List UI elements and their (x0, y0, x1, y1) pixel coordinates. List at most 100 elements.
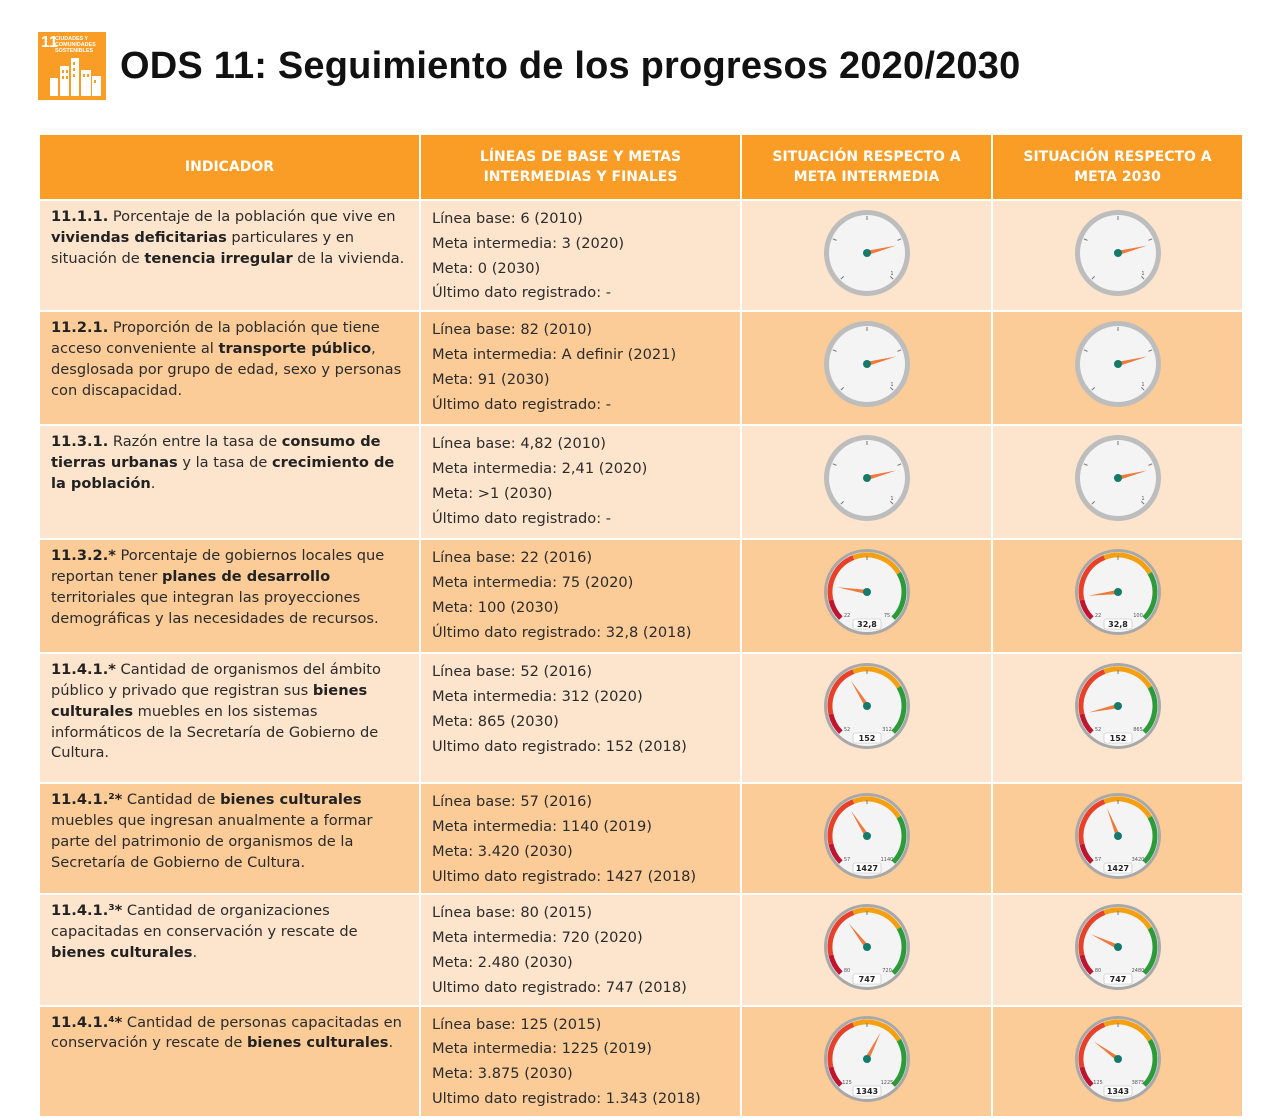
baseline-value-line: Ultimo dato registrado: 152 (2018) (432, 737, 687, 755)
gauge-max-label: 1 (890, 271, 893, 277)
indicator-bold-text: bienes culturales (220, 791, 362, 809)
gauge-tick (840, 501, 845, 505)
gauge-hub (1114, 474, 1122, 483)
gauge-tick (1091, 275, 1096, 280)
indicator-text: de la vivienda. (292, 249, 405, 267)
baseline-value-line: Último dato registrado: 32,8 (2018) (432, 623, 692, 641)
gauge-intermediate: 22 75 32,8 (824, 549, 910, 636)
indicator-text: Cantidad de organismos del ámbito públic… (51, 661, 381, 699)
gauge-tick (897, 349, 902, 353)
baseline-value-line: Ultimo dato registrado: 1427 (2018) (432, 867, 697, 885)
indicator-text: Razón entre la tasa de (108, 433, 282, 451)
gauge-max-label: 1140 (881, 857, 894, 863)
gauge-hub (1114, 832, 1122, 841)
indicator-bold-text: 11.1.1. (51, 208, 109, 225)
gauge-needle (1090, 934, 1122, 950)
baseline-value-line: Meta intermedia: 1225 (2019) (432, 1040, 652, 1058)
gauge-tick (889, 275, 894, 280)
final-status-cell: 125 3875 1343 (991, 1004, 1244, 1118)
gauge-value: 32,8 (1108, 620, 1128, 629)
gauge-band (1142, 1038, 1158, 1087)
gauge-band (1103, 552, 1152, 575)
gauge-max-label: 720 (882, 968, 892, 974)
gauge-value-box (852, 974, 882, 985)
baseline-value-line: Último dato registrado: - (432, 284, 612, 302)
baseline-value-line: Meta: >1 (2030) (432, 484, 553, 502)
gauge-tick (1140, 387, 1145, 391)
gauge-tick (1148, 463, 1153, 467)
gauge-intermediate: 52 312 152 (824, 663, 910, 750)
gauge-needle (848, 923, 870, 951)
gauge-hub (863, 474, 871, 483)
gauge-band (852, 666, 901, 689)
baseline-value-line: Meta: 3.420 (2030) (432, 842, 573, 860)
gauge-hub (863, 1054, 871, 1063)
indicator-text: , desglosada por grupo de edad, sexo y p… (51, 339, 402, 399)
gauge-tick (840, 387, 845, 391)
gauge-value-box (1103, 862, 1133, 874)
baseline-value-line: Meta: 865 (2030) (432, 712, 559, 730)
gauge-hub (1114, 702, 1122, 711)
indicator-text: . (192, 943, 198, 961)
gauge-value: 152 (1110, 734, 1127, 743)
gauge-tick (1140, 501, 1145, 505)
gauge-band (1079, 843, 1094, 865)
gauge-min-label: 22 (844, 613, 850, 619)
gauge-intermediate: 1 (824, 210, 910, 296)
gauge-band (1142, 686, 1158, 735)
gauge-needle (1106, 808, 1121, 840)
gauge-band (1142, 816, 1158, 865)
gauge-intermediate: 1 (824, 321, 910, 408)
baseline-value-line: Meta intermedia: 3 (2020) (432, 234, 625, 252)
baseline-value-line: Ultimo dato registrado: 1.343 (2018) (432, 1089, 701, 1107)
table-row: 11.3.1. Razón entre la tasa de consumo d… (38, 424, 1244, 541)
table-row: 11.4.1.²* Cantidad de bienes culturales … (38, 782, 1244, 896)
gauge-hub (863, 249, 871, 257)
table-row: 11.4.1.* Cantidad de organismos del ámbi… (38, 652, 1244, 785)
indicator-cell: 11.4.1.³* Cantidad de organizaciones cap… (38, 893, 421, 1007)
baseline-values-cell: Línea base: 22 (2016) Meta intermedia: 75… (419, 538, 742, 655)
column-header-2030-status: SITUACIÓN RESPECTO A META 2030 (991, 133, 1244, 201)
table-header-row: INDICADOR LÍNEAS DE BASE Y METAS INTERME… (38, 133, 1244, 201)
gauge-min-label: 125 (1093, 1080, 1103, 1086)
indicator-bold-text: 11.3.2.* (51, 547, 116, 565)
gauge-tick (1140, 275, 1145, 280)
gauge-tick (832, 238, 837, 241)
intermediate-status-cell: 22 75 32,8 (740, 538, 993, 655)
logo-number: 11 (41, 34, 58, 51)
indicator-cell: 11.1.1. Porcentaje de la población que v… (38, 198, 421, 313)
gauge-value-box (852, 1085, 882, 1096)
gauge-max-label: 865 (1133, 727, 1143, 733)
gauge-value: 152 (859, 734, 876, 743)
baseline-values-cell: Línea base: 82 (2010) Meta intermedia: A … (419, 310, 742, 427)
baseline-values-cell: Línea base: 52 (2016) Meta intermedia: 31… (419, 652, 742, 785)
intermediate-status-cell: 57 1140 1427 (740, 782, 993, 896)
gauge-band (891, 1038, 907, 1087)
indicator-text: Cantidad de personas capacitadas en cons… (51, 1013, 402, 1052)
gauge-hub (1114, 1054, 1122, 1063)
gauge-max-label: 3875 (1132, 1080, 1145, 1086)
indicator-text: Proporción de la población que tiene acc… (51, 319, 380, 357)
indicator-cell: 11.4.1.²* Cantidad de bienes culturales … (38, 782, 421, 896)
gauge-value-box (1103, 974, 1133, 985)
gauge-hub (863, 943, 871, 952)
gauge-max-label: 1225 (881, 1080, 894, 1086)
gauge-value: 1343 (856, 1087, 878, 1096)
intermediate-status-cell: 1 (740, 424, 993, 541)
gauge-intermediate: 1 (824, 435, 910, 522)
gauge-band (852, 1019, 901, 1042)
gauge-tick (1091, 387, 1096, 391)
baseline-value-line: Meta: 0 (2030) (432, 259, 541, 277)
gauge-value: 32,8 (857, 620, 877, 629)
gauge-tick (897, 238, 902, 241)
indicator-bold-text: transporte público (218, 339, 372, 357)
gauge-needle (837, 587, 871, 595)
gauge-hub (863, 588, 871, 597)
table-row: 11.3.2.* Porcentaje de gobiernos locales… (38, 538, 1244, 655)
gauge-tick (1091, 501, 1096, 505)
baseline-value-line: Ultimo dato registrado: 747 (2018) (432, 978, 687, 996)
baseline-value-line: Meta: 100 (2030) (432, 598, 559, 616)
city-buildings-icon (50, 58, 101, 96)
